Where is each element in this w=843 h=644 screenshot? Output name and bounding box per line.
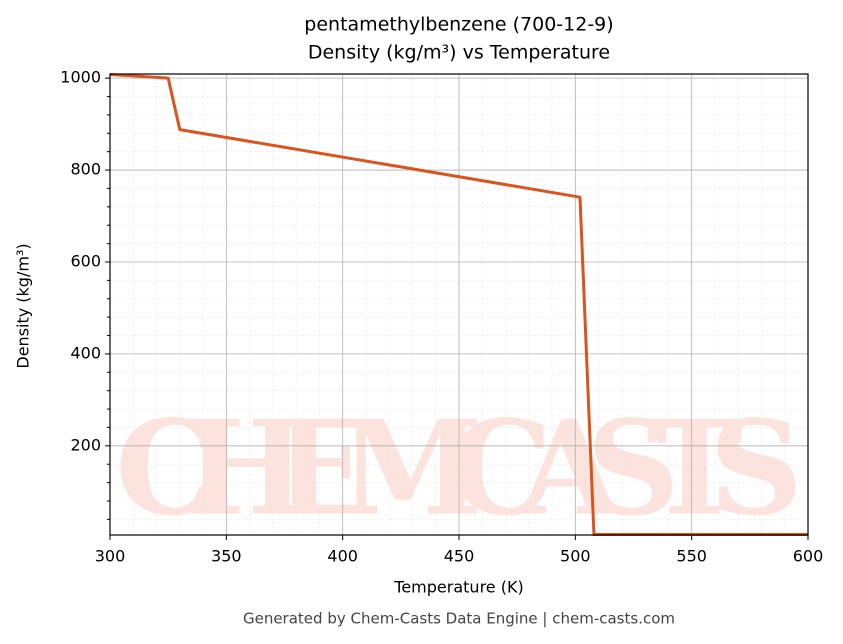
x-tick-label: 350 <box>211 547 242 566</box>
y-axis-label: Density (kg/m³) <box>14 243 33 368</box>
footer: Generated by Chem-Casts Data Engine | ch… <box>243 610 675 628</box>
y-tick-label: 200 <box>70 435 101 454</box>
y-tick-label: 600 <box>70 251 101 270</box>
x-tick-label: 600 <box>793 547 824 566</box>
plot-frame <box>109 73 809 536</box>
x-axis-label: Temperature (K) <box>393 578 523 597</box>
y-tick-label: 800 <box>70 160 101 179</box>
y-tick-label: 400 <box>70 343 101 362</box>
x-tick-label: 500 <box>560 547 591 566</box>
y-tick-label: 1000 <box>60 68 101 87</box>
x-tick-label: 550 <box>676 547 707 566</box>
chart-title: pentamethylbenzene (700-12-9) <box>304 14 613 36</box>
x-tick-label: 450 <box>444 547 475 566</box>
chart-subtitle: Density (kg/m³) vs Temperature <box>308 42 610 64</box>
x-tick-label: 300 <box>95 547 126 566</box>
x-tick-label: 400 <box>327 547 358 566</box>
